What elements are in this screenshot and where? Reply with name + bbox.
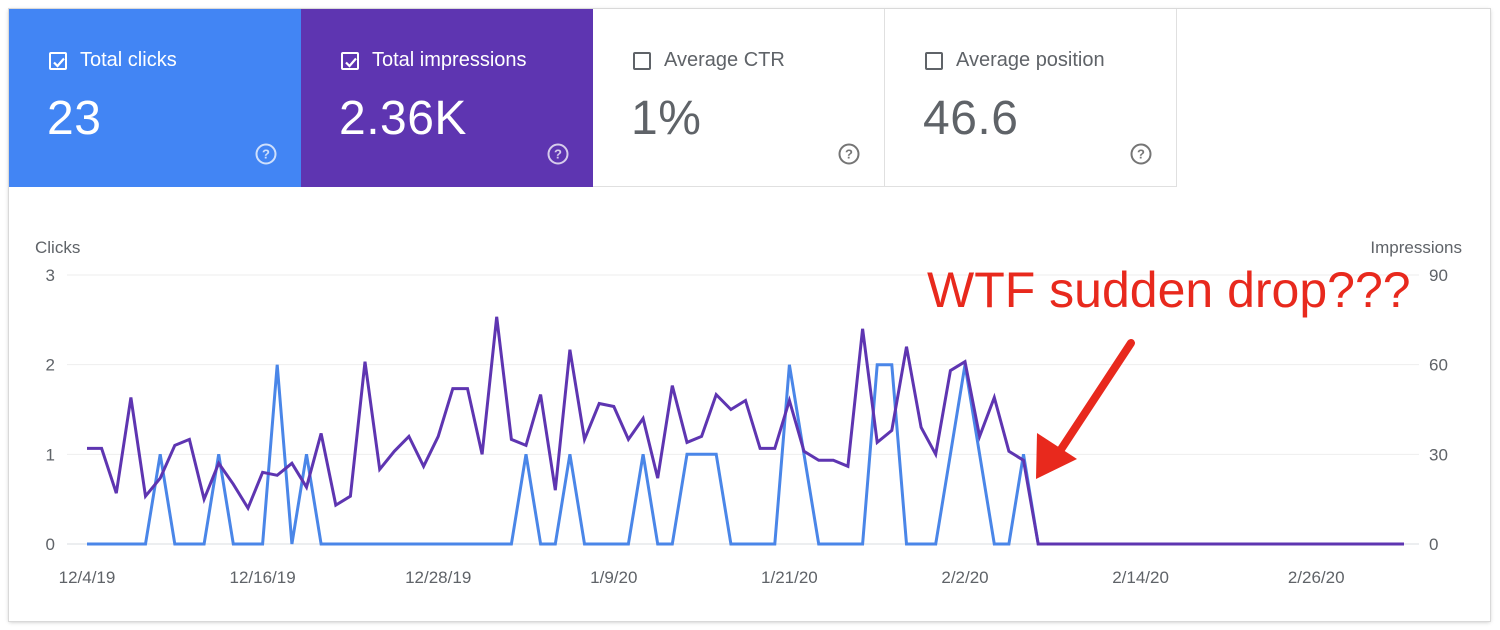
metric-tabs: Total clicks 23 ? Total impressions 2.36… xyxy=(9,9,1177,187)
annotation-arrow xyxy=(1036,339,1135,479)
metric-value: 23 xyxy=(47,92,102,145)
svg-text:?: ? xyxy=(262,147,270,162)
right-axis-ticks: 0 30 60 90 xyxy=(1429,266,1448,554)
x-tick-label: 12/28/19 xyxy=(405,568,471,587)
x-tick-label: 12/4/19 xyxy=(59,568,116,587)
svg-text:?: ? xyxy=(845,147,853,162)
checkbox-checked-icon[interactable] xyxy=(341,52,359,70)
metric-label: Average CTR xyxy=(664,49,785,71)
svg-text:?: ? xyxy=(1137,147,1145,162)
metric-label: Average position xyxy=(956,49,1105,71)
x-axis-ticks: 12/4/19 12/16/19 12/28/19 1/9/20 1/21/20 2/2/… xyxy=(59,568,1345,587)
x-tick-label: 1/9/20 xyxy=(590,568,637,587)
x-tick-label: 12/16/19 xyxy=(230,568,296,587)
metric-average-ctr[interactable]: Average CTR 1% ? xyxy=(593,9,885,187)
metric-value: 46.6 xyxy=(923,92,1019,145)
metric-value: 2.36K xyxy=(339,92,467,145)
metric-average-position[interactable]: Average position 46.6 ? xyxy=(885,9,1177,187)
x-tick-label: 2/26/20 xyxy=(1288,568,1345,587)
left-tick-label: 1 xyxy=(46,445,55,464)
right-tick-label: 30 xyxy=(1429,445,1448,464)
performance-card: Total clicks 23 ? Total impressions 2.36… xyxy=(9,9,1490,621)
right-axis-label: Impressions xyxy=(1370,238,1462,257)
x-tick-label: 2/14/20 xyxy=(1112,568,1169,587)
right-tick-label: 90 xyxy=(1429,266,1448,285)
checkbox-checked-icon[interactable] xyxy=(49,52,67,70)
checkbox-unchecked-icon[interactable] xyxy=(633,52,651,70)
right-tick-label: 0 xyxy=(1429,535,1438,554)
series-line-impressions xyxy=(87,316,1404,546)
metric-label: Total impressions xyxy=(372,49,527,71)
left-tick-label: 2 xyxy=(46,356,55,375)
x-tick-label: 2/2/20 xyxy=(941,568,988,587)
left-tick-label: 3 xyxy=(46,266,55,285)
help-icon[interactable]: ? xyxy=(838,143,860,165)
metric-total-clicks[interactable]: Total clicks 23 ? xyxy=(9,9,301,187)
help-icon[interactable]: ? xyxy=(1130,143,1152,165)
annotation-text: WTF sudden drop??? xyxy=(927,262,1411,318)
help-icon[interactable]: ? xyxy=(255,143,277,165)
left-axis-ticks: 0 1 2 3 xyxy=(46,266,55,554)
help-icon[interactable]: ? xyxy=(547,143,569,165)
metric-label: Total clicks xyxy=(80,49,177,71)
left-axis-label: Clicks xyxy=(35,238,80,257)
left-tick-label: 0 xyxy=(46,535,55,554)
svg-text:?: ? xyxy=(554,147,562,162)
metric-value: 1% xyxy=(631,92,702,145)
metric-total-impressions[interactable]: Total impressions 2.36K ? xyxy=(301,9,593,187)
checkbox-unchecked-icon[interactable] xyxy=(925,52,943,70)
x-tick-label: 1/21/20 xyxy=(761,568,818,587)
right-tick-label: 60 xyxy=(1429,356,1448,375)
